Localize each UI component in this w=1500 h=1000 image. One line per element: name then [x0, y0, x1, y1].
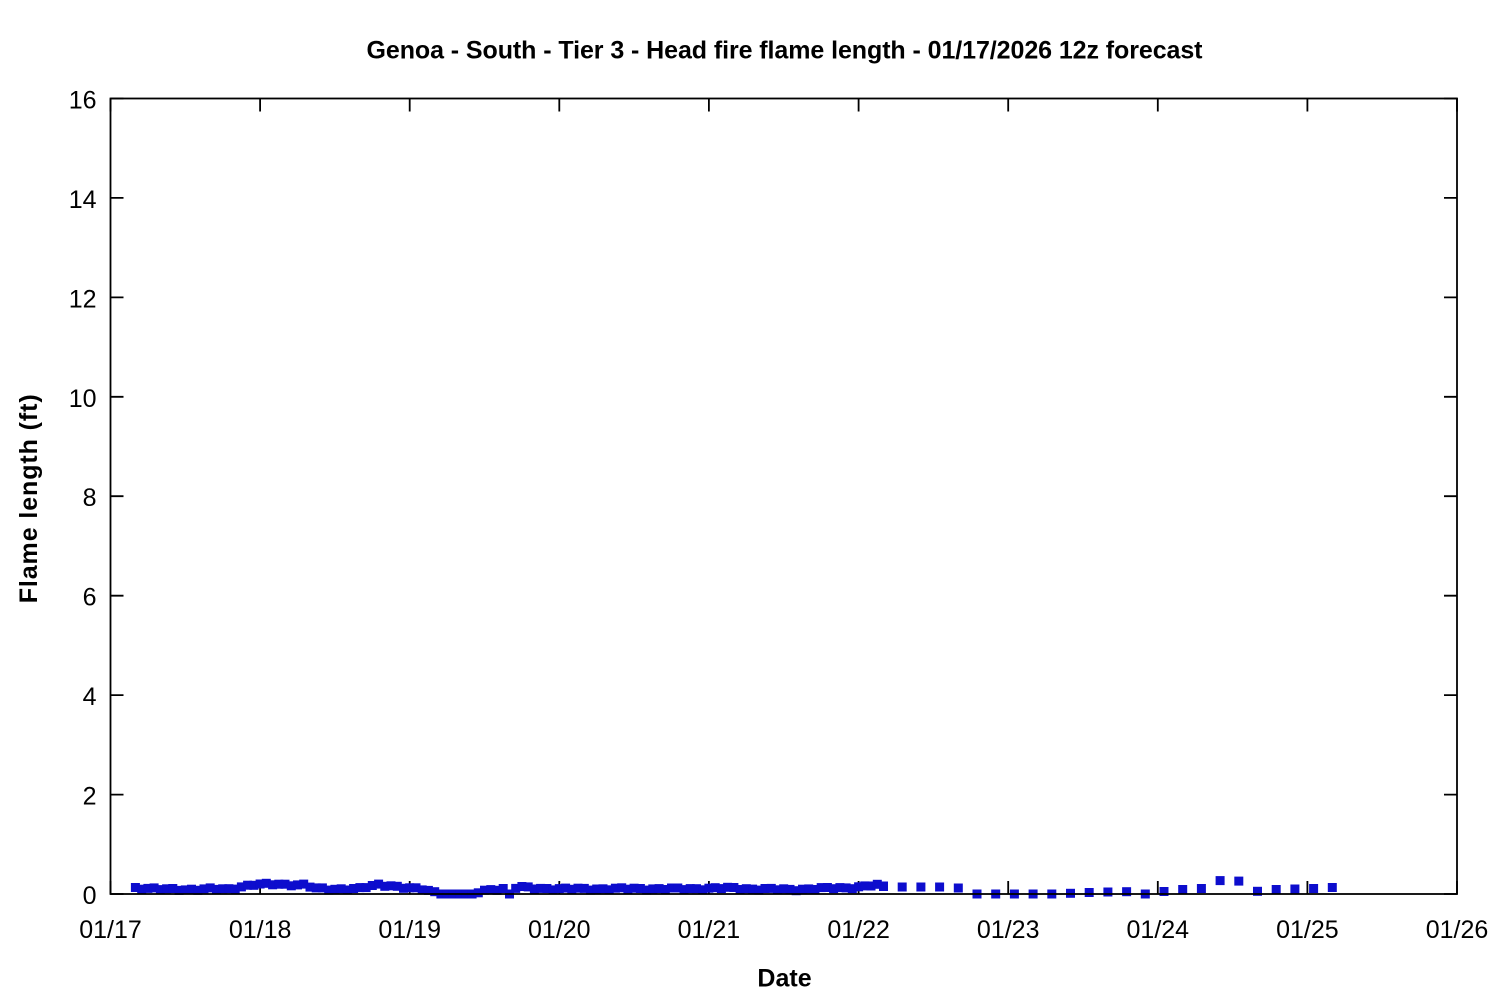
svg-text:4: 4 — [83, 683, 97, 711]
svg-text:14: 14 — [69, 186, 97, 214]
svg-text:Flame length (ft): Flame length (ft) — [15, 394, 43, 603]
svg-text:01/17: 01/17 — [79, 916, 142, 944]
svg-text:01/25: 01/25 — [1276, 916, 1339, 944]
svg-text:Genoa - South - Tier 3 - Head: Genoa - South - Tier 3 - Head fire flame… — [367, 37, 1204, 65]
svg-text:01/22: 01/22 — [827, 916, 890, 944]
svg-text:16: 16 — [69, 87, 97, 115]
svg-text:0: 0 — [83, 882, 97, 910]
svg-text:01/18: 01/18 — [229, 916, 292, 944]
svg-text:01/21: 01/21 — [678, 916, 741, 944]
svg-text:Date: Date — [757, 965, 811, 993]
svg-text:01/24: 01/24 — [1127, 916, 1190, 944]
svg-text:12: 12 — [69, 285, 97, 313]
svg-text:2: 2 — [83, 783, 97, 811]
svg-text:8: 8 — [83, 484, 97, 512]
svg-text:01/19: 01/19 — [378, 916, 441, 944]
svg-text:10: 10 — [69, 385, 97, 413]
svg-text:6: 6 — [83, 584, 97, 612]
svg-text:01/26: 01/26 — [1426, 916, 1489, 944]
svg-text:01/23: 01/23 — [977, 916, 1040, 944]
svg-text:01/20: 01/20 — [528, 916, 591, 944]
